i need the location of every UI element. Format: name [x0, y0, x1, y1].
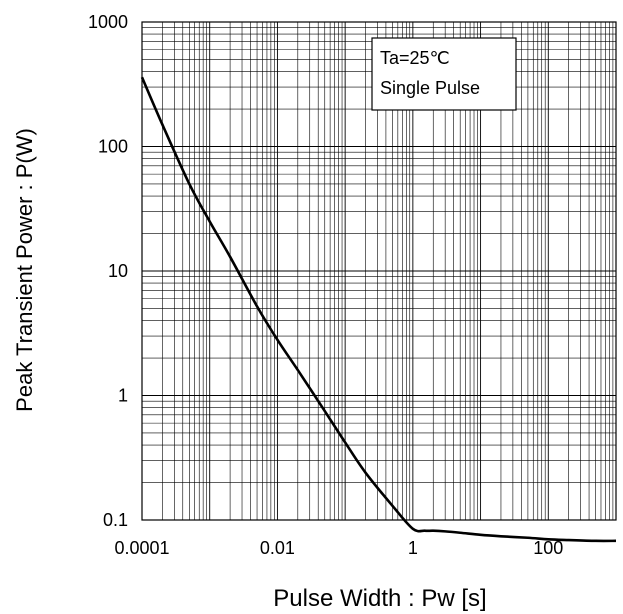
x-tick-label: 1	[408, 538, 418, 558]
y-tick-label: 100	[98, 137, 128, 157]
x-tick-label: 0.01	[260, 538, 295, 558]
y-tick-label: 0.1	[103, 510, 128, 530]
x-axis-tick-labels: 0.0001 0.01 1 100	[114, 538, 563, 558]
power-curve-line	[140, 76, 617, 543]
annotation-line-1: Ta=25℃	[380, 48, 450, 68]
annotation-frame	[371, 37, 517, 111]
y-tick-label: 1	[118, 386, 128, 406]
plot-area-border	[141, 21, 617, 521]
y-tick-label: 1000	[88, 12, 128, 32]
y-tick-label: 10	[108, 261, 128, 281]
y-axis-label: Peak Transient Power : P(W)	[12, 128, 37, 412]
x-axis-label: Pulse Width : Pw [s]	[273, 585, 486, 612]
annotation-line-2: Single Pulse	[380, 78, 480, 98]
x-tick-label: 0.0001	[114, 538, 169, 558]
series-group	[140, 76, 617, 543]
annotation-box: Ta=25℃ Single Pulse	[371, 37, 517, 111]
x-tick-label: 100	[533, 538, 563, 558]
y-axis-tick-labels: 0.1 1 10 100 1000	[88, 12, 128, 530]
